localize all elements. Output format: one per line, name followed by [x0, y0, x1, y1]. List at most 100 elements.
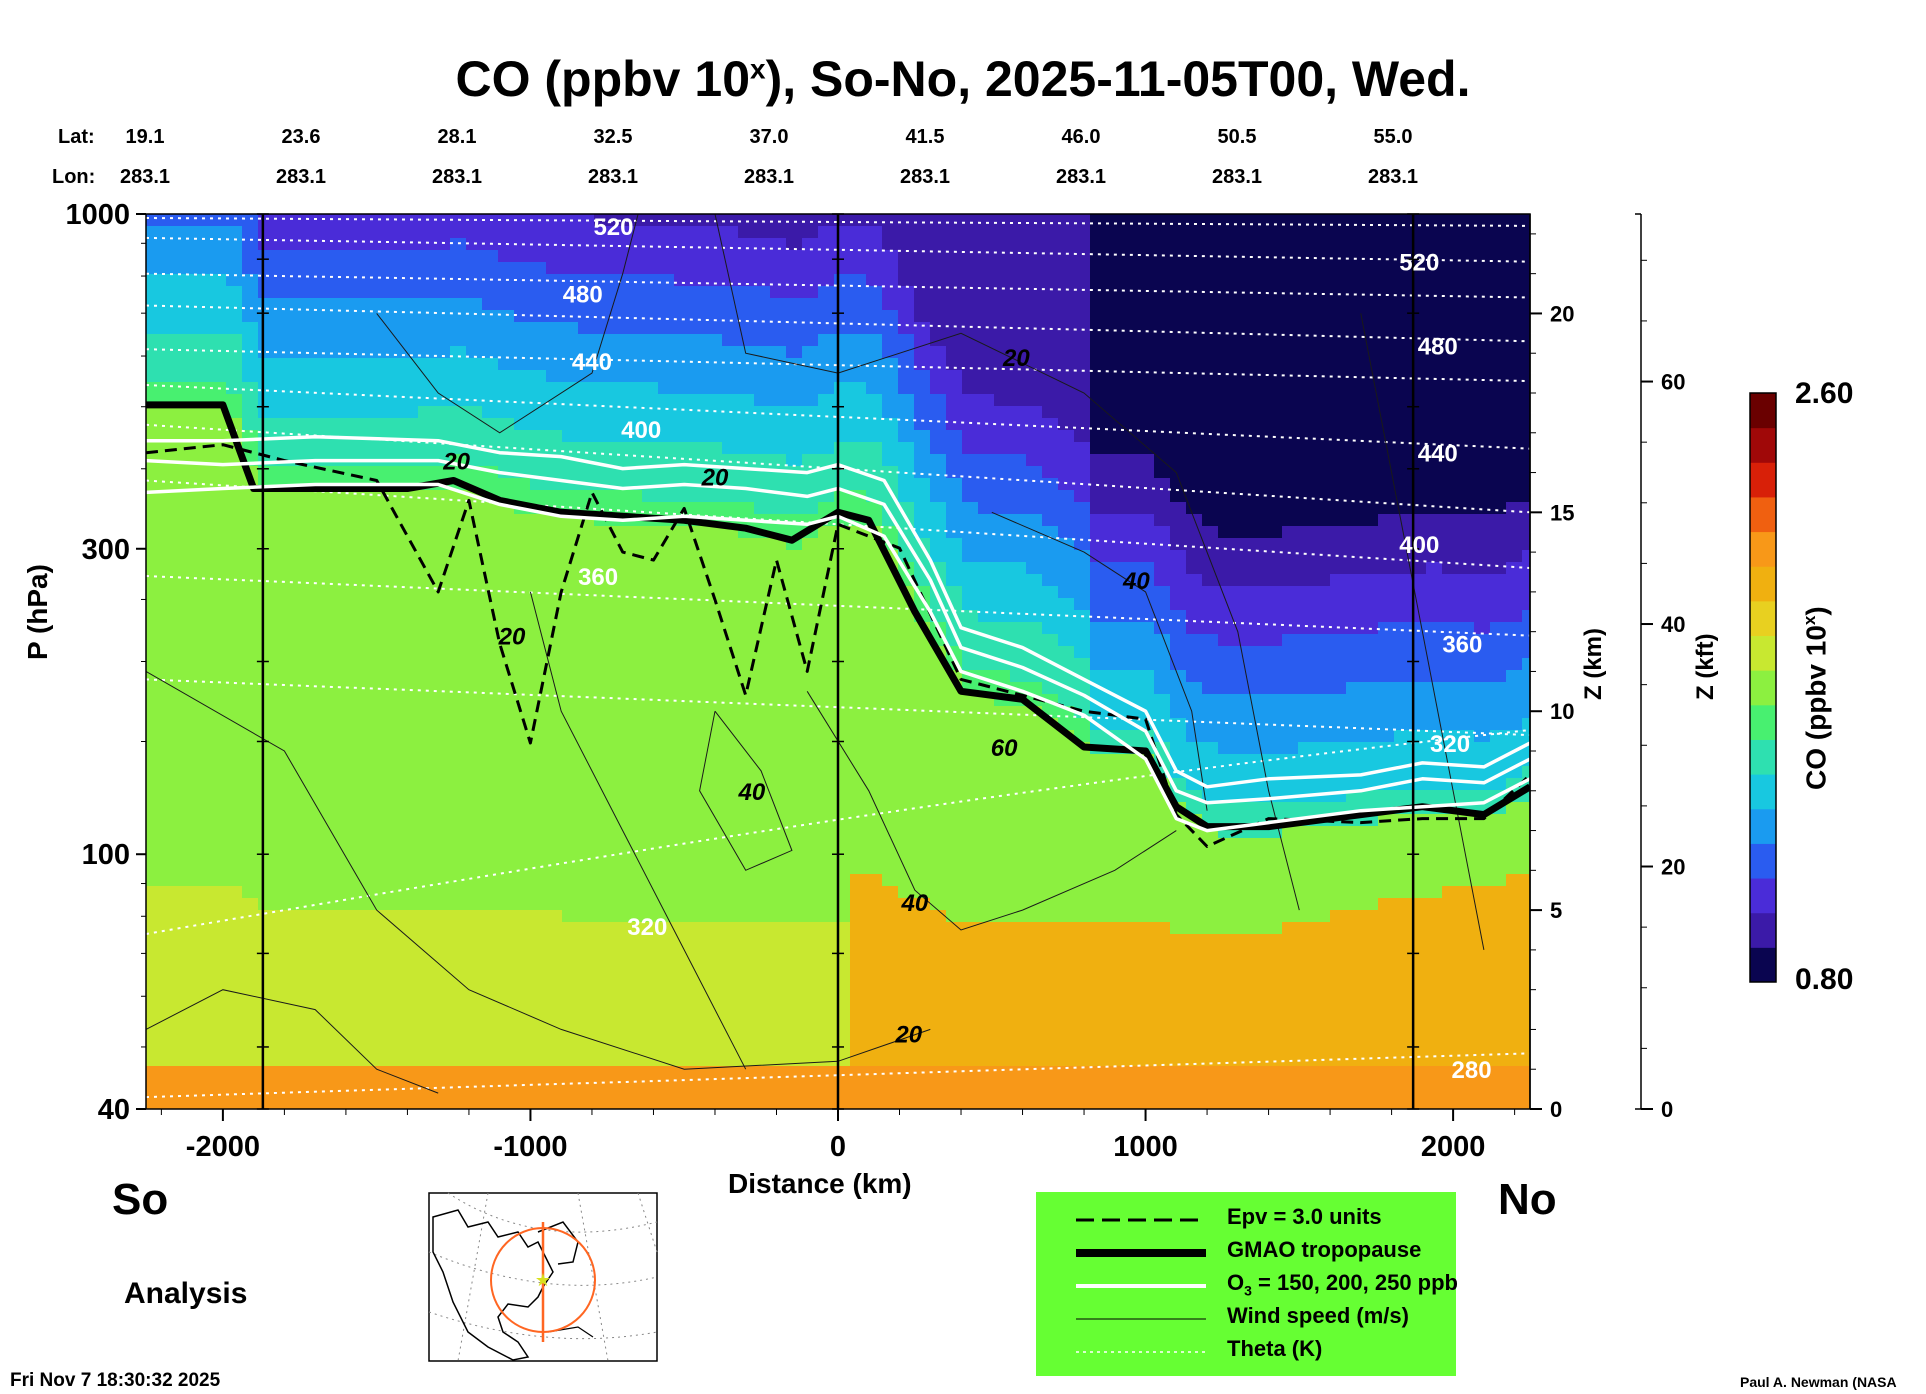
co-cell [898, 358, 915, 371]
co-cell [578, 1018, 595, 1031]
co-cell [258, 658, 275, 671]
co-cell [786, 982, 803, 995]
co-cell [498, 910, 515, 923]
co-cell [674, 418, 691, 431]
co-cell [850, 742, 867, 755]
co-cell [1010, 706, 1027, 719]
co-cell [866, 562, 883, 575]
co-cell [962, 898, 979, 911]
co-cell [418, 274, 435, 287]
co-cell [658, 1030, 675, 1043]
co-cell [610, 670, 627, 683]
co-cell [834, 850, 851, 863]
co-cell [786, 562, 803, 575]
co-cell [562, 814, 579, 827]
co-cell [1026, 946, 1043, 959]
co-cell [162, 1054, 179, 1067]
co-cell [658, 1006, 675, 1019]
co-cell [258, 334, 275, 347]
co-cell [946, 1078, 963, 1091]
co-cell [162, 370, 179, 383]
co-cell [226, 838, 243, 851]
co-cell [338, 886, 355, 899]
co-cell [226, 334, 243, 347]
co-cell [1090, 394, 1107, 407]
co-cell [610, 1066, 627, 1079]
co-cell [482, 910, 499, 923]
co-cell [258, 850, 275, 863]
co-cell [850, 646, 867, 659]
co-cell [322, 898, 339, 911]
co-cell [706, 1042, 723, 1055]
co-cell [706, 718, 723, 731]
co-cell [338, 502, 355, 515]
co-cell [242, 262, 259, 275]
co-cell [1154, 550, 1171, 563]
co-cell [994, 214, 1011, 227]
co-cell [370, 226, 387, 239]
co-cell [242, 214, 259, 227]
co-cell [850, 790, 867, 803]
co-cell [1170, 406, 1187, 419]
co-cell [370, 1030, 387, 1043]
co-cell [338, 742, 355, 755]
co-cell [1170, 994, 1187, 1007]
co-cell [546, 814, 563, 827]
co-cell [434, 346, 451, 359]
co-cell [770, 994, 787, 1007]
co-cell [1010, 586, 1027, 599]
co-cell [626, 826, 643, 839]
co-cell [1042, 454, 1059, 467]
co-cell [866, 646, 883, 659]
co-cell [802, 442, 819, 455]
co-cell [242, 730, 259, 743]
co-cell [946, 1018, 963, 1031]
co-cell [1186, 958, 1203, 971]
co-cell [354, 982, 371, 995]
co-cell [290, 886, 307, 899]
co-cell [466, 778, 483, 791]
co-cell [594, 694, 611, 707]
co-cell [770, 250, 787, 263]
co-cell [626, 694, 643, 707]
co-cell [818, 934, 835, 947]
co-cell [1122, 898, 1139, 911]
co-cell [386, 982, 403, 995]
co-cell [690, 406, 707, 419]
co-cell [610, 1102, 627, 1109]
co-cell [210, 778, 227, 791]
co-cell [994, 538, 1011, 551]
co-cell [258, 1090, 275, 1103]
co-cell [162, 262, 179, 275]
co-cell [690, 502, 707, 515]
co-cell [834, 922, 851, 935]
co-cell [866, 910, 883, 923]
co-cell [962, 1018, 979, 1031]
co-cell [706, 982, 723, 995]
co-cell [1106, 262, 1123, 275]
co-cell [978, 1078, 995, 1091]
co-cell [434, 1078, 451, 1091]
co-cell [818, 718, 835, 731]
co-cell [1122, 598, 1139, 611]
co-cell [418, 310, 435, 323]
co-cell [578, 886, 595, 899]
co-cell [386, 718, 403, 731]
co-cell [722, 250, 739, 263]
co-cell [562, 1042, 579, 1055]
co-cell [498, 862, 515, 875]
co-cell [178, 1006, 195, 1019]
co-cell [178, 922, 195, 935]
co-cell [418, 922, 435, 935]
co-cell [402, 898, 419, 911]
co-cell [562, 898, 579, 911]
co-cell [978, 514, 995, 527]
co-cell [258, 226, 275, 239]
co-cell [402, 418, 419, 431]
co-cell [658, 370, 675, 383]
co-cell [514, 514, 531, 527]
co-cell [898, 1090, 915, 1103]
co-cell [482, 454, 499, 467]
co-cell [162, 1066, 179, 1079]
co-cell [354, 442, 371, 455]
